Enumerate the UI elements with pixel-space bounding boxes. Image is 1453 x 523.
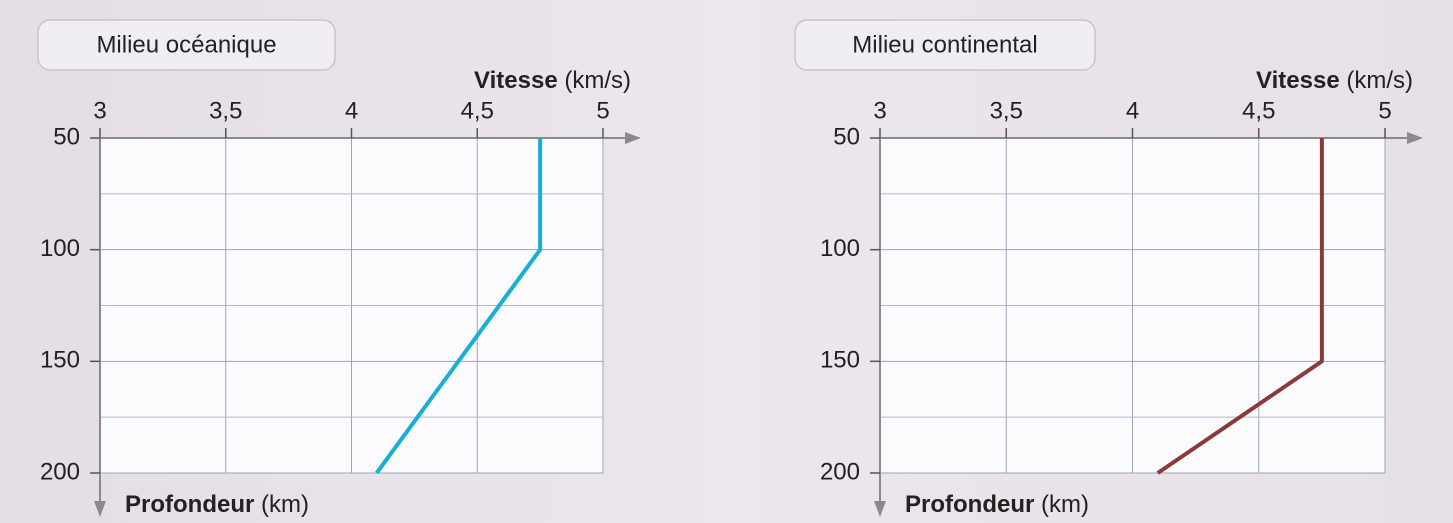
y-axis-label-name: Profondeur xyxy=(125,491,254,518)
y-axis-label: Profondeur (km) xyxy=(125,491,309,518)
y-tick-label: 200 xyxy=(40,458,80,485)
x-tick-label: 4 xyxy=(1126,97,1139,124)
chart-title: Milieu continental xyxy=(852,31,1037,58)
y-axis-label-unit: (km) xyxy=(261,491,309,518)
x-axis-label: Vitesse (km/s) xyxy=(1256,67,1413,94)
y-tick-label: 200 xyxy=(820,458,860,485)
y-tick-label: 150 xyxy=(820,347,860,374)
title-box xyxy=(37,19,336,71)
x-tick-label: 5 xyxy=(1378,97,1391,124)
y-axis-arrow xyxy=(874,501,886,517)
x-axis-label: Vitesse (km/s) xyxy=(474,67,631,94)
x-axis-label-unit: (km/s) xyxy=(1346,67,1413,94)
x-tick-label: 3,5 xyxy=(990,97,1023,124)
y-axis-label: Profondeur (km) xyxy=(905,491,1089,518)
x-axis-arrow xyxy=(625,132,641,144)
data-line xyxy=(375,138,543,475)
x-axis-label-name: Vitesse xyxy=(1256,67,1340,94)
x-tick-label: 3,5 xyxy=(209,97,242,124)
y-tick-label: 50 xyxy=(833,123,860,150)
x-axis-label-unit: (km/s) xyxy=(564,67,631,94)
y-axis-label-name: Profondeur xyxy=(905,491,1034,518)
x-axis-label-name: Vitesse xyxy=(474,67,558,94)
chart-title: Milieu océanique xyxy=(96,31,276,58)
x-tick-label: 5 xyxy=(596,97,609,124)
data-line xyxy=(1156,138,1324,475)
x-tick-label: 3 xyxy=(873,97,886,124)
y-tick-label: 50 xyxy=(53,123,80,150)
y-axis-arrow xyxy=(94,501,106,517)
y-tick-label: 100 xyxy=(40,235,80,262)
y-tick-label: 100 xyxy=(820,235,860,262)
x-tick-label: 4 xyxy=(345,97,358,124)
y-tick-label: 150 xyxy=(40,347,80,374)
x-axis-arrow xyxy=(1407,132,1423,144)
x-tick-label: 4,5 xyxy=(1242,97,1275,124)
x-tick-label: 4,5 xyxy=(461,97,494,124)
y-axis-label-unit: (km) xyxy=(1041,491,1089,518)
x-tick-label: 3 xyxy=(93,97,106,124)
title-box xyxy=(794,19,1096,71)
